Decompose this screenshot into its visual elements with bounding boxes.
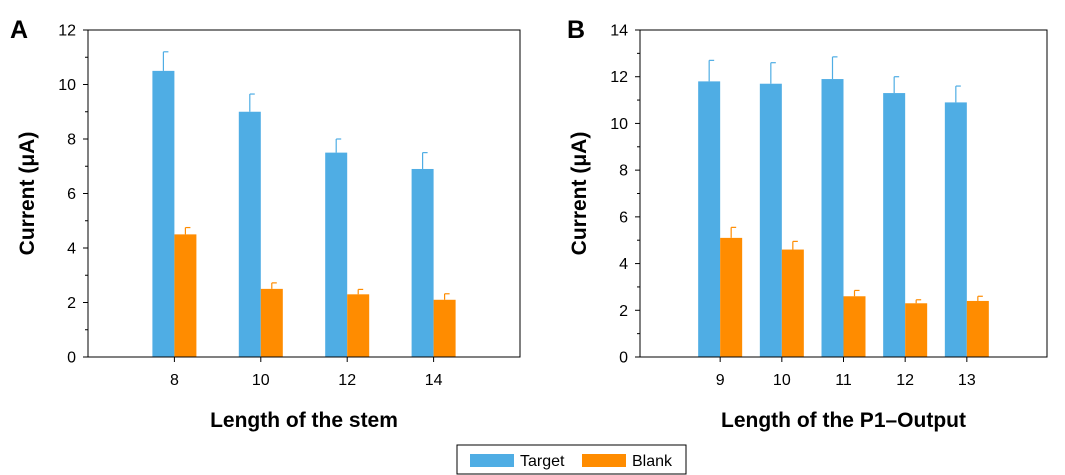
legend-swatch-blank	[582, 454, 626, 467]
bar-target-8	[152, 70, 175, 357]
y-tick-label: 4	[619, 256, 628, 273]
legend-swatch-target	[470, 454, 514, 467]
x-tick-label: 12	[338, 372, 356, 389]
chart-legend: Target Blank	[456, 444, 687, 475]
y-tick-label: 12	[58, 23, 76, 40]
y-tick-label: 0	[67, 350, 76, 367]
y-tick-label: 12	[610, 69, 628, 86]
x-tick-label: 13	[958, 372, 976, 389]
y-tick-label: 10	[58, 77, 76, 94]
y-tick-label: 14	[610, 23, 628, 40]
bar-target-12	[325, 152, 348, 357]
bar-blank-12	[905, 303, 928, 357]
x-axis-title: Length of the stem	[210, 409, 398, 432]
bar-blank-14	[433, 299, 456, 357]
bar-blank-8	[174, 234, 197, 357]
bar-target-13	[944, 102, 967, 358]
panel-letter: A	[10, 16, 28, 44]
bar-target-10	[238, 111, 261, 357]
y-tick-label: 6	[619, 209, 628, 226]
y-axis-title: Current (μA)	[16, 132, 39, 256]
x-tick-label: 10	[773, 372, 791, 389]
y-tick-label: 6	[67, 186, 76, 203]
x-tick-label: 9	[716, 372, 725, 389]
bar-target-10	[759, 83, 782, 357]
legend-label-target: Target	[520, 453, 565, 470]
bar-blank-10	[781, 249, 804, 357]
bar-target-9	[698, 81, 721, 357]
bar-blank-9	[720, 237, 743, 357]
y-tick-label: 8	[67, 132, 76, 149]
chart-panel-a: A 0 2 4 6 8 10 12 8 10 12 14 Length of the stem Curre…	[10, 16, 521, 432]
bar-blank-11	[843, 296, 866, 357]
x-tick-label: 8	[170, 372, 179, 389]
chart-panel-b: B 0 2 4 6 8 10 12 14 9 10 11 12 13 Length of the P1–Ou…	[567, 16, 1048, 432]
bar-target-11	[821, 79, 844, 358]
legend-label-blank: Blank	[632, 453, 673, 470]
y-tick-label: 10	[610, 116, 628, 133]
x-axis-title: Length of the P1–Output	[721, 409, 966, 432]
bar-target-12	[883, 93, 906, 358]
y-tick-label: 2	[67, 295, 76, 312]
panel-letter: B	[567, 16, 585, 44]
x-tick-label: 11	[835, 372, 852, 389]
bar-target-14	[411, 168, 434, 357]
y-axis-title: Current (μA)	[568, 132, 591, 256]
y-tick-label: 4	[67, 241, 76, 258]
y-tick-label: 2	[619, 303, 628, 320]
x-tick-label: 10	[252, 372, 270, 389]
bar-blank-12	[347, 294, 370, 357]
bar-blank-10	[260, 288, 283, 357]
y-tick-label: 0	[619, 350, 628, 367]
bar-blank-13	[966, 300, 989, 357]
x-tick-label: 12	[896, 372, 914, 389]
y-tick-label: 8	[619, 163, 628, 180]
x-tick-label: 14	[425, 372, 443, 389]
